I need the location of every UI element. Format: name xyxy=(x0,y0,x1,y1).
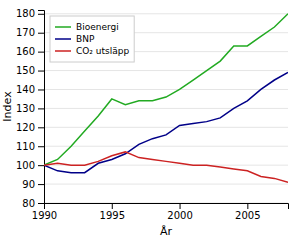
tick-mark xyxy=(38,203,44,204)
grid xyxy=(44,14,288,203)
tick-label: 2005 xyxy=(235,210,260,221)
x-axis-title: År xyxy=(160,225,173,238)
tick: 140 xyxy=(16,84,44,95)
tick-mark xyxy=(112,203,113,209)
grid-line xyxy=(44,146,288,147)
tick-label: 1990 xyxy=(32,210,57,221)
tick-mark xyxy=(38,71,44,72)
grid-line xyxy=(44,70,288,71)
axis-line xyxy=(45,204,289,210)
tick: 110 xyxy=(16,141,44,152)
tick-mark xyxy=(38,33,44,34)
legend-swatch xyxy=(55,38,71,40)
tick: 120 xyxy=(16,122,44,133)
grid-line xyxy=(44,89,288,90)
tick: 180 xyxy=(16,8,44,19)
tick: 2000 xyxy=(167,203,192,221)
tick-label: 120 xyxy=(16,122,35,133)
tick: 100 xyxy=(16,160,44,171)
tick-mark xyxy=(38,146,44,147)
tick: 90 xyxy=(22,179,44,190)
tick-mark xyxy=(180,203,181,209)
tick-mark xyxy=(38,127,44,128)
tick-label: 180 xyxy=(16,8,35,19)
tick: 150 xyxy=(16,65,44,76)
grid-line xyxy=(44,127,288,128)
legend-label: BNP xyxy=(76,34,95,44)
tick-label: 90 xyxy=(22,179,35,190)
y-axis-title: Index xyxy=(1,91,14,122)
series-line xyxy=(44,72,288,172)
legend-box xyxy=(50,16,134,62)
y-axis: 80 90 100 110 120 130 140 150 160 170 180 xyxy=(16,8,45,208)
series-line xyxy=(44,152,288,182)
plot-area xyxy=(44,14,288,182)
series-line xyxy=(44,14,288,165)
chart: 1990 1995 2000 2005 80 90 100 110 120 130 140 150 16… xyxy=(0,0,300,239)
legend-swatch xyxy=(55,50,71,52)
tick-mark xyxy=(38,165,44,166)
legend-label: CO₂ utsläpp xyxy=(76,46,129,56)
tick-label: 160 xyxy=(16,46,35,57)
legend-label: Bioenergi xyxy=(76,22,119,32)
tick: 130 xyxy=(16,103,44,114)
tick-mark xyxy=(38,89,44,90)
tick-label: 2000 xyxy=(167,210,192,221)
grid-line xyxy=(44,184,288,185)
tick-mark xyxy=(247,203,248,209)
legend-swatch xyxy=(55,26,71,28)
tick: 160 xyxy=(16,46,44,57)
tick-label: 100 xyxy=(16,160,35,171)
grid-line xyxy=(44,108,288,109)
tick-mark xyxy=(38,52,44,53)
tick: 1990 xyxy=(32,203,57,221)
tick-label: 150 xyxy=(16,65,35,76)
tick-label: 1995 xyxy=(100,210,125,221)
tick-label: 80 xyxy=(22,198,35,209)
tick: 2005 xyxy=(235,203,260,221)
legend: Bioenergi BNP CO₂ utsläpp xyxy=(50,16,134,62)
tick-mark xyxy=(38,184,44,185)
tick: 80 xyxy=(22,198,44,209)
tick: 1995 xyxy=(100,203,125,221)
tick: 170 xyxy=(16,27,44,38)
grid-line xyxy=(44,13,288,14)
tick-label: 170 xyxy=(16,27,35,38)
axis-line xyxy=(38,11,45,204)
x-axis: 1990 1995 2000 2005 xyxy=(32,203,289,221)
tick-mark xyxy=(38,108,44,109)
tick-mark xyxy=(38,14,44,15)
tick-label: 110 xyxy=(16,141,35,152)
tick-label: 140 xyxy=(16,84,35,95)
tick-label: 130 xyxy=(16,103,35,114)
